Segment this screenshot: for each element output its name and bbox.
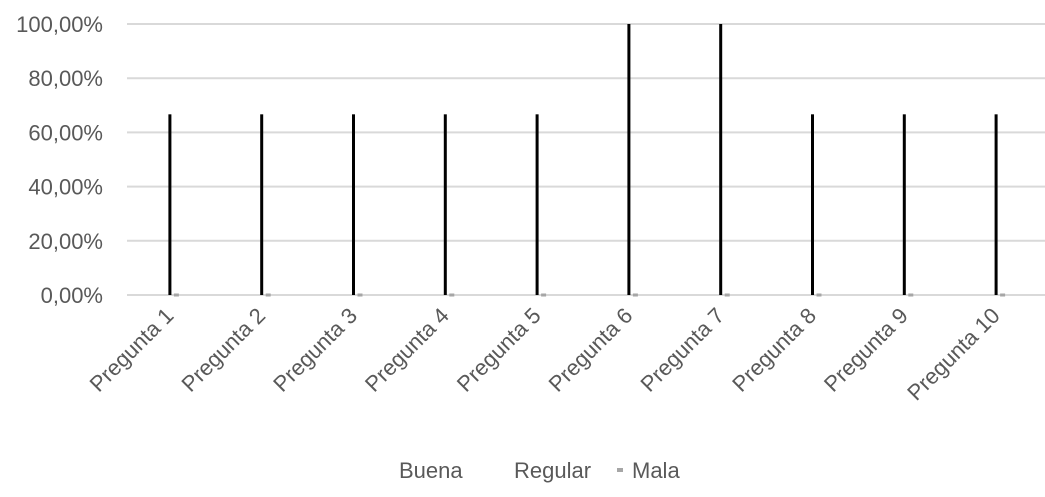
category-label: Pregunta 8 <box>727 303 821 397</box>
category-label: Pregunta 5 <box>452 303 546 397</box>
bar-mala-zero <box>632 293 638 297</box>
bar-mala-zero <box>1000 293 1006 297</box>
bar-mala-zero <box>541 293 547 297</box>
y-tick-label: 80,00% <box>28 66 103 91</box>
bar-mala-zero <box>816 293 822 297</box>
category-label: Pregunta 3 <box>268 303 362 397</box>
bar-mala-zero <box>173 293 179 297</box>
category-label: Pregunta 4 <box>360 303 454 397</box>
bar-mala-zero <box>265 293 271 297</box>
category-label: Pregunta 1 <box>85 303 179 397</box>
bar-buena <box>352 114 355 295</box>
legend-swatch <box>617 468 623 472</box>
bar-buena <box>902 114 906 295</box>
bar-mala-zero <box>908 293 914 297</box>
legend-label-buena: Buena <box>399 458 463 483</box>
y-axis-tick-labels: 0,00% 20,00% 40,00% 60,00% 80,00% 100,00% <box>16 12 103 308</box>
category-label: Pregunta 6 <box>544 303 638 397</box>
grid-lines <box>127 23 1045 296</box>
bars <box>168 24 1006 297</box>
bar-buena <box>811 114 814 295</box>
bar-buena <box>535 114 539 295</box>
bar-buena <box>260 114 264 295</box>
bar-buena <box>719 24 723 295</box>
legend-swatch <box>499 468 505 472</box>
bar-buena <box>994 114 998 295</box>
legend: Buena Regular Mala <box>384 458 680 483</box>
category-label: Pregunta 10 <box>902 303 1004 405</box>
y-tick-label: 40,00% <box>28 175 103 200</box>
category-label: Pregunta 9 <box>819 303 913 397</box>
y-tick-label: 100,00% <box>16 12 103 37</box>
bar-mala-zero <box>724 293 730 297</box>
bar-mala-zero <box>449 293 455 297</box>
legend-swatch <box>384 468 390 472</box>
category-label: Pregunta 2 <box>176 303 270 397</box>
bar-buena <box>443 114 447 295</box>
bar-buena <box>168 114 172 295</box>
y-tick-label: 60,00% <box>28 120 103 145</box>
legend-label-mala: Mala <box>632 458 680 483</box>
category-label: Pregunta 7 <box>635 303 729 397</box>
legend-label-regular: Regular <box>514 458 591 483</box>
y-tick-label: 0,00% <box>41 283 103 308</box>
bar-mala-zero <box>357 293 363 297</box>
bar-buena <box>627 24 631 295</box>
y-tick-label: 20,00% <box>28 229 103 254</box>
